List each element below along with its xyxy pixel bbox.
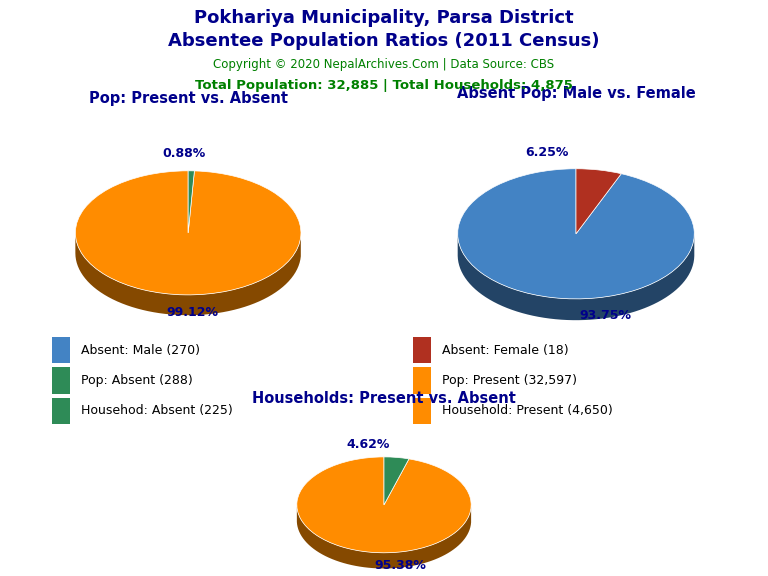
Wedge shape bbox=[458, 169, 694, 299]
Text: 6.25%: 6.25% bbox=[525, 146, 568, 158]
Text: Absentee Population Ratios (2011 Census): Absentee Population Ratios (2011 Census) bbox=[168, 32, 600, 50]
Wedge shape bbox=[188, 171, 194, 233]
Title: Households: Present vs. Absent: Households: Present vs. Absent bbox=[252, 392, 516, 407]
Wedge shape bbox=[384, 457, 409, 505]
FancyBboxPatch shape bbox=[52, 397, 70, 425]
Text: Househod: Absent (225): Househod: Absent (225) bbox=[81, 404, 233, 418]
Text: Household: Present (4,650): Household: Present (4,650) bbox=[442, 404, 613, 418]
Wedge shape bbox=[296, 457, 472, 553]
Text: 93.75%: 93.75% bbox=[580, 309, 631, 322]
FancyBboxPatch shape bbox=[52, 337, 70, 363]
Title: Absent Pop: Male vs. Female: Absent Pop: Male vs. Female bbox=[457, 86, 695, 101]
Wedge shape bbox=[576, 169, 621, 234]
Text: 0.88%: 0.88% bbox=[163, 147, 206, 160]
Text: Total Population: 32,885 | Total Households: 4,875: Total Population: 32,885 | Total Househo… bbox=[195, 79, 573, 93]
Text: Pop: Absent (288): Pop: Absent (288) bbox=[81, 374, 193, 387]
Text: Absent: Female (18): Absent: Female (18) bbox=[442, 344, 568, 357]
Polygon shape bbox=[458, 234, 694, 320]
Wedge shape bbox=[75, 171, 301, 295]
FancyBboxPatch shape bbox=[52, 367, 70, 394]
Text: Pop: Present (32,597): Pop: Present (32,597) bbox=[442, 374, 577, 387]
FancyBboxPatch shape bbox=[413, 337, 431, 363]
Text: Pokhariya Municipality, Parsa District: Pokhariya Municipality, Parsa District bbox=[194, 9, 574, 26]
Text: 99.12%: 99.12% bbox=[166, 306, 218, 319]
Text: 95.38%: 95.38% bbox=[374, 559, 426, 572]
Title: Pop: Present vs. Absent: Pop: Present vs. Absent bbox=[88, 91, 288, 106]
FancyBboxPatch shape bbox=[413, 367, 431, 394]
Polygon shape bbox=[297, 506, 471, 569]
Text: Absent: Male (270): Absent: Male (270) bbox=[81, 344, 200, 357]
Polygon shape bbox=[75, 233, 301, 315]
FancyBboxPatch shape bbox=[413, 397, 431, 425]
Text: Copyright © 2020 NepalArchives.Com | Data Source: CBS: Copyright © 2020 NepalArchives.Com | Dat… bbox=[214, 58, 554, 71]
Text: 4.62%: 4.62% bbox=[346, 438, 389, 450]
